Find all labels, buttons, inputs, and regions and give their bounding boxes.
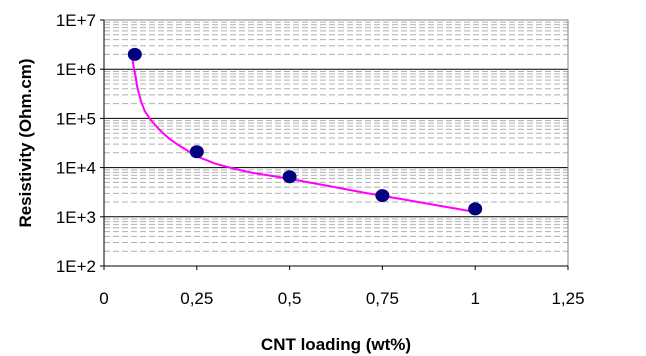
- x-tick-label: 1: [470, 289, 479, 308]
- plot-area-frame: [103, 19, 569, 267]
- data-point: [468, 202, 483, 216]
- y-axis-label: Resistivity (Ohm.cm): [16, 58, 35, 227]
- x-tick-label: 0: [99, 289, 108, 308]
- data-point: [375, 189, 390, 203]
- data-point: [189, 145, 204, 159]
- y-tick-label: 1E+4: [56, 159, 96, 178]
- x-tick-label: 1,25: [551, 289, 584, 308]
- data-point: [127, 47, 142, 61]
- x-tick-label: 0,75: [366, 289, 399, 308]
- x-tick-label: 0,5: [278, 289, 302, 308]
- axes: [100, 19, 569, 270]
- data-point: [282, 170, 297, 184]
- data-marks: [127, 47, 483, 216]
- tick-labels: 1E+2 1E+3 1E+4 1E+5 1E+6 1E+7 0 0,25 0,5 0,75 1 1,2…: [56, 11, 585, 308]
- x-axis-label: CNT loading (wt%): [261, 335, 411, 354]
- y-tick-label: 1E+6: [56, 60, 96, 79]
- gridlines: [104, 19, 568, 267]
- x-tick-label: 0,25: [180, 289, 213, 308]
- y-tick-label: 1E+5: [56, 109, 96, 128]
- y-tick-label: 1E+3: [56, 208, 96, 227]
- y-tick-label: 1E+2: [56, 257, 96, 276]
- y-tick-label: 1E+7: [56, 11, 96, 30]
